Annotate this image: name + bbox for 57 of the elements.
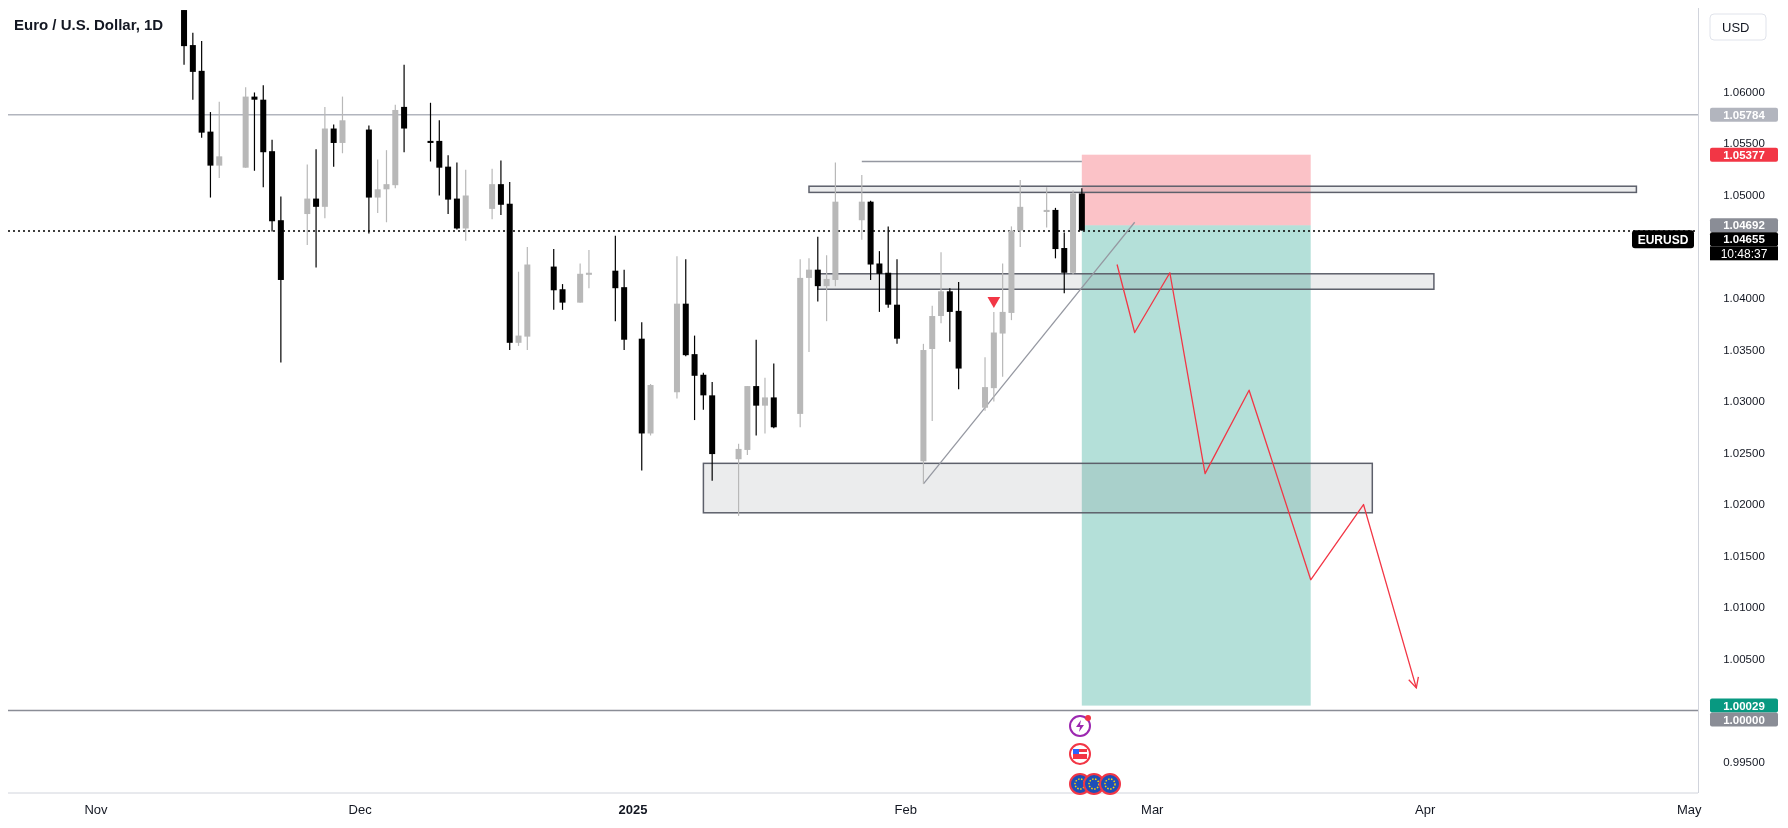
y-tick-label: 1.03500 (1723, 343, 1765, 356)
candlestick (427, 102, 434, 163)
candlestick (1017, 179, 1024, 248)
candlestick (982, 356, 989, 412)
candlestick (823, 254, 830, 322)
candlestick (515, 271, 522, 347)
candlestick (330, 123, 337, 168)
y-tick-label: 0.99500 (1723, 755, 1765, 768)
candlestick (304, 163, 311, 246)
candlestick (858, 174, 865, 241)
text: USD (1722, 20, 1750, 35)
candlestick (251, 91, 258, 172)
y-tick-label: 1.05500 (1723, 137, 1765, 150)
candlestick (805, 257, 812, 353)
candlestick (497, 159, 504, 216)
candlestick (401, 64, 408, 153)
candlestick (876, 250, 883, 313)
y-tick-label: 1.03000 (1723, 395, 1765, 408)
x-tick-label: Dec (348, 802, 373, 817)
ref-line-label: 1.05784 (1723, 108, 1766, 121)
text: 1.00029 (1723, 699, 1765, 712)
candlestick (814, 236, 821, 303)
x-tick-label: May (1676, 802, 1702, 817)
candlestick (585, 249, 592, 289)
y-tick-label: 1.00500 (1723, 652, 1765, 665)
x-tick-label: 2025 (618, 802, 648, 817)
candlestick (374, 158, 381, 214)
text: Euro / U.S. Dollar, 1D (14, 16, 164, 33)
candlestick (550, 248, 557, 311)
y-tick-label: 1.04000 (1723, 292, 1765, 305)
candlestick (946, 287, 953, 343)
y-tick-label: 1.01000 (1723, 601, 1765, 614)
ref-line-label: 1.04655 (1723, 233, 1766, 246)
y-tick-label: 1.02500 (1723, 446, 1765, 459)
ref-line-label: 1.00000 (1723, 713, 1765, 726)
candlestick (999, 262, 1006, 378)
x-tick-label: Mar (1141, 802, 1165, 817)
candlestick (761, 377, 768, 435)
y-tick-label: 1.01500 (1723, 549, 1765, 562)
x-tick-label: Apr (1415, 802, 1436, 817)
text: 1.04692 (1723, 219, 1765, 232)
candlestick (383, 149, 390, 223)
y-tick-label: 1.05000 (1723, 188, 1765, 201)
candlestick (691, 335, 698, 421)
candlestick (753, 339, 760, 437)
text: 10:48:37 (1720, 246, 1768, 261)
candlestick (1043, 186, 1050, 229)
x-tick-label: Nov (84, 802, 109, 817)
annotation: EURUSD (1637, 232, 1689, 247)
candlestick (612, 235, 619, 322)
x-tick-label: Feb (894, 802, 918, 817)
candlestick (735, 443, 742, 517)
candlestick (559, 283, 566, 311)
text: 1.05377 (1723, 148, 1765, 161)
y-tick-label: 1.06000 (1723, 85, 1765, 98)
y-tick-label: 1.02000 (1723, 498, 1765, 511)
candlestick (700, 372, 707, 411)
